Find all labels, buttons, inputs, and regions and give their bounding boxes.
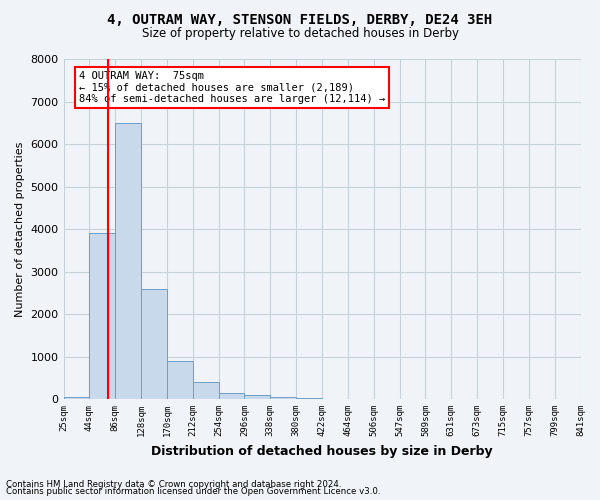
Text: 4 OUTRAM WAY:  75sqm
← 15% of detached houses are smaller (2,189)
84% of semi-de: 4 OUTRAM WAY: 75sqm ← 15% of detached ho… xyxy=(79,71,385,104)
Bar xyxy=(218,392,244,399)
Bar xyxy=(64,397,89,399)
Bar xyxy=(115,123,141,399)
Text: 4, OUTRAM WAY, STENSON FIELDS, DERBY, DE24 3EH: 4, OUTRAM WAY, STENSON FIELDS, DERBY, DE… xyxy=(107,12,493,26)
Bar xyxy=(244,395,271,399)
Y-axis label: Number of detached properties: Number of detached properties xyxy=(15,142,25,316)
X-axis label: Distribution of detached houses by size in Derby: Distribution of detached houses by size … xyxy=(151,444,493,458)
Bar xyxy=(141,288,167,399)
Bar xyxy=(193,382,218,399)
Bar xyxy=(271,397,296,399)
Text: Contains public sector information licensed under the Open Government Licence v3: Contains public sector information licen… xyxy=(6,487,380,496)
Text: Contains HM Land Registry data © Crown copyright and database right 2024.: Contains HM Land Registry data © Crown c… xyxy=(6,480,341,489)
Bar xyxy=(89,234,115,399)
Bar xyxy=(296,398,322,399)
Bar xyxy=(167,361,193,399)
Text: Size of property relative to detached houses in Derby: Size of property relative to detached ho… xyxy=(142,28,458,40)
